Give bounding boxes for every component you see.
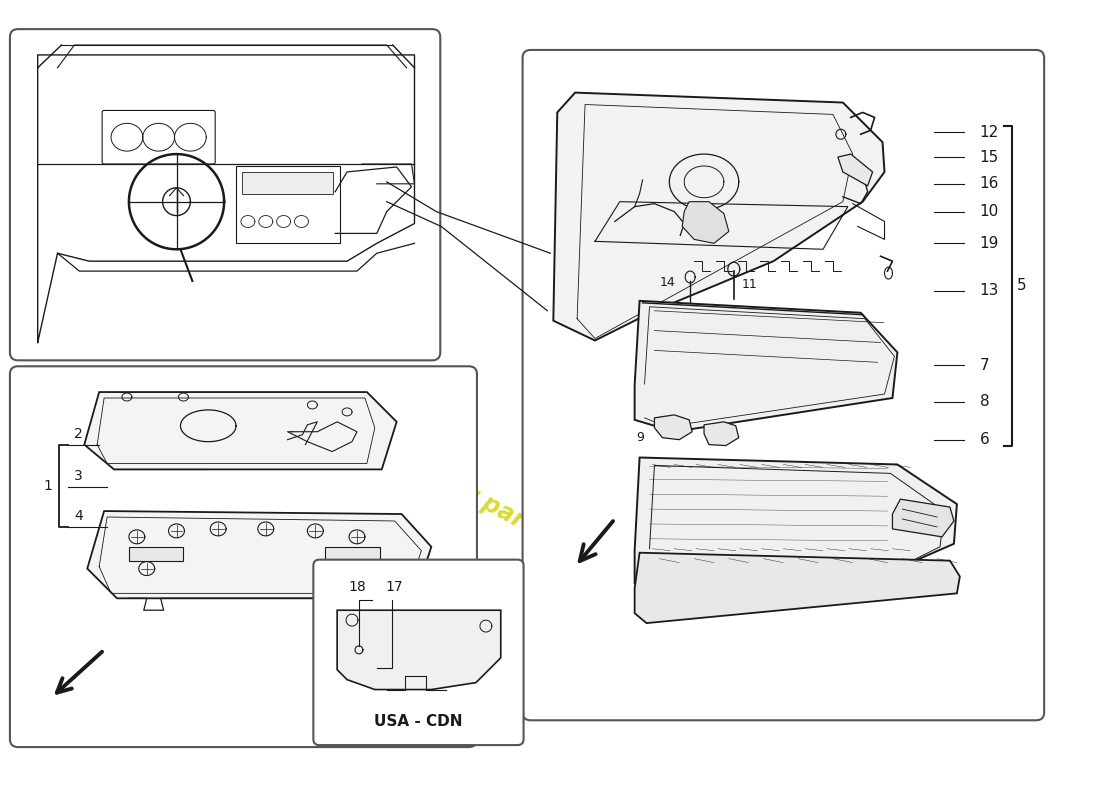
Text: 15: 15 <box>980 150 999 165</box>
Text: 3: 3 <box>75 470 84 483</box>
Polygon shape <box>635 301 898 432</box>
Polygon shape <box>635 458 957 590</box>
Text: euro
SPARES: euro SPARES <box>614 274 1044 526</box>
Polygon shape <box>635 553 960 623</box>
Text: USA - CDN: USA - CDN <box>374 714 463 730</box>
Polygon shape <box>838 154 872 186</box>
Bar <box>129 546 184 561</box>
Bar <box>236 166 340 243</box>
Text: 8: 8 <box>980 394 989 410</box>
Bar <box>326 546 379 561</box>
Polygon shape <box>553 93 884 341</box>
Text: 13: 13 <box>980 283 999 298</box>
Text: 6: 6 <box>980 432 990 447</box>
Polygon shape <box>87 511 431 598</box>
Polygon shape <box>654 415 692 440</box>
Polygon shape <box>704 422 739 446</box>
Polygon shape <box>85 392 397 470</box>
FancyBboxPatch shape <box>314 560 524 745</box>
Text: 12: 12 <box>980 125 999 140</box>
Text: 9: 9 <box>637 431 645 444</box>
Text: 5: 5 <box>1016 278 1026 294</box>
FancyBboxPatch shape <box>10 29 440 360</box>
FancyBboxPatch shape <box>102 110 216 164</box>
Text: 17: 17 <box>386 580 404 594</box>
Bar <box>242 172 333 194</box>
Polygon shape <box>337 610 500 690</box>
Text: 2: 2 <box>75 426 84 441</box>
Text: 19: 19 <box>980 236 999 251</box>
Text: 7: 7 <box>980 358 989 373</box>
Text: 11: 11 <box>741 278 758 291</box>
Polygon shape <box>682 202 729 243</box>
Text: 16: 16 <box>980 176 999 191</box>
Text: 4: 4 <box>75 509 84 523</box>
FancyBboxPatch shape <box>522 50 1044 720</box>
Text: 14: 14 <box>660 277 675 290</box>
FancyBboxPatch shape <box>10 366 477 747</box>
Polygon shape <box>892 499 954 537</box>
Text: 1: 1 <box>44 478 53 493</box>
Text: a passion for parts since 1985: a passion for parts since 1985 <box>318 406 685 616</box>
Text: 10: 10 <box>980 204 999 219</box>
Text: 18: 18 <box>348 580 366 594</box>
